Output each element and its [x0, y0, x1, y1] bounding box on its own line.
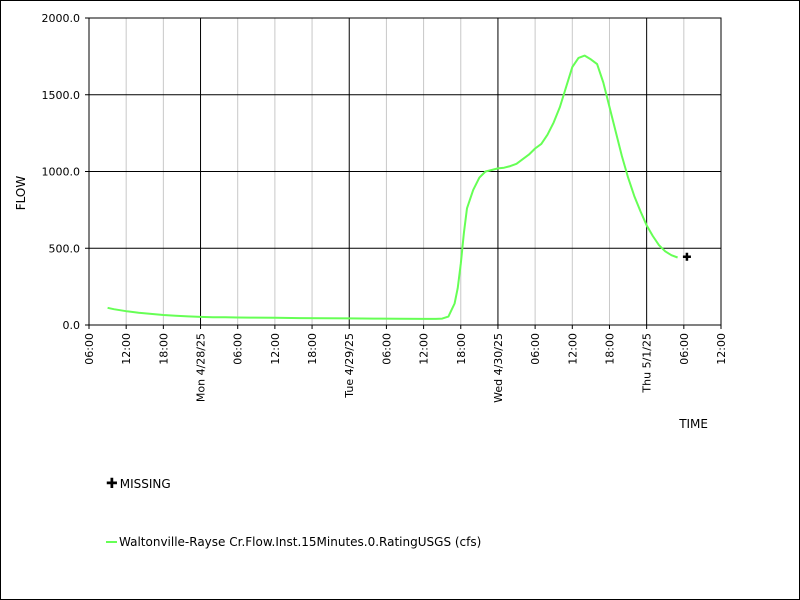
x-tick-label: 06:00 [83, 333, 96, 365]
missing-marker [682, 252, 691, 261]
y-tick-label: 1000.0 [42, 166, 81, 179]
x-tick-label: Mon 4/28/25 [195, 333, 208, 402]
x-tick-label: Thu 5/1/25 [641, 333, 654, 394]
x-tick-label: Wed 4/30/25 [492, 333, 505, 403]
x-tick-label: 12:00 [120, 333, 133, 365]
x-tick-label: 12:00 [715, 333, 728, 365]
major-gridlines [89, 18, 721, 325]
y-tick-labels: 0.0 500.0 1000.0 1500.0 2000.0 [42, 12, 81, 332]
y-axis-title: FLOW [14, 176, 28, 211]
missing-markers [682, 252, 691, 261]
y-tick-label: 500.0 [49, 242, 81, 255]
x-tick-label: 12:00 [269, 333, 282, 365]
y-tick-label: 1500.0 [42, 89, 81, 102]
x-tick-label: 18:00 [157, 333, 170, 365]
x-tick-label: 18:00 [306, 333, 319, 365]
x-axis-title: TIME [678, 417, 708, 431]
y-tick-label: 2000.0 [42, 12, 81, 25]
flow-series-line [107, 54, 678, 320]
legend-missing: ✚ MISSING [106, 477, 171, 491]
x-tick-label: 12:00 [418, 333, 431, 365]
x-tick-label: 06:00 [678, 333, 691, 365]
legend-missing-label: MISSING [119, 477, 171, 491]
legend-series-label: Waltonville-Rayse Cr.Flow.Inst.15Minutes… [119, 535, 482, 549]
x-tick-label: 06:00 [232, 333, 245, 365]
axis-ticks [85, 17, 722, 329]
x-tick-label: 18:00 [455, 333, 468, 365]
x-tick-labels: 06:00 12:00 18:00 Mon 4/28/25 06:00 12:00 18:0… [83, 333, 728, 403]
missing-cross-icon: ✚ [106, 476, 118, 492]
x-tick-label: 12:00 [566, 333, 579, 365]
legend-series: Waltonville-Rayse Cr.Flow.Inst.15Minutes… [106, 535, 481, 549]
x-tick-label: 18:00 [603, 333, 616, 365]
x-tick-label: Tue 4/29/25 [343, 333, 356, 399]
x-tick-label: 06:00 [529, 333, 542, 365]
x-tick-label: 06:00 [380, 333, 393, 365]
series-line-swatch [106, 541, 117, 543]
y-tick-label: 0.0 [63, 319, 81, 332]
